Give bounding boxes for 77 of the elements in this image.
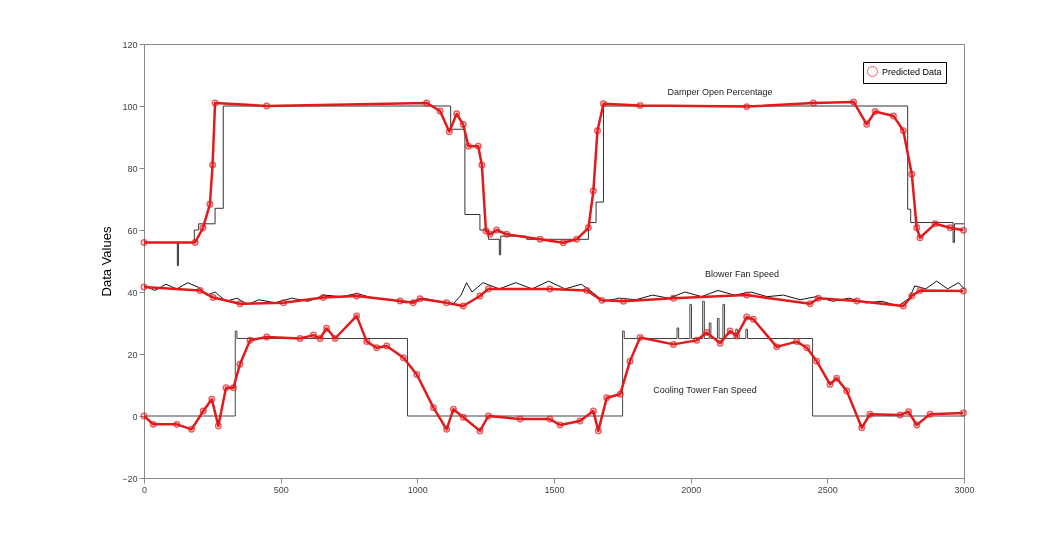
- point: [806, 300, 814, 308]
- point: [853, 297, 861, 305]
- point: [236, 300, 244, 308]
- x-tick-label: 0: [141, 484, 148, 495]
- point: [619, 297, 627, 305]
- point: [409, 299, 417, 307]
- point: [899, 127, 907, 135]
- point: [464, 142, 472, 150]
- point: [913, 224, 921, 232]
- point: [209, 161, 217, 169]
- x-tick-label: 1000: [407, 484, 428, 495]
- x-tick-label: 2500: [817, 484, 838, 495]
- y-tick-label: −20: [122, 473, 138, 484]
- y-tick-label: 80: [127, 163, 138, 174]
- point: [206, 200, 214, 208]
- point: [279, 299, 287, 307]
- point: [486, 230, 494, 238]
- point: [319, 294, 327, 302]
- point: [871, 108, 879, 116]
- point: [484, 285, 492, 293]
- point: [916, 286, 924, 294]
- point: [443, 299, 451, 307]
- point: [809, 99, 817, 107]
- annotation: Damper Open Percentage: [667, 87, 773, 97]
- point: [211, 99, 219, 107]
- point: [889, 112, 897, 120]
- point: [593, 127, 601, 135]
- x-tick-label: 2000: [681, 484, 702, 495]
- point: [459, 302, 467, 310]
- point: [353, 292, 361, 300]
- point: [584, 224, 592, 232]
- point: [850, 98, 858, 106]
- y-tick-label: 60: [127, 225, 138, 236]
- point: [743, 103, 751, 111]
- y-tick-label: 120: [122, 39, 138, 50]
- point: [459, 121, 467, 129]
- point: [908, 292, 916, 300]
- point: [503, 230, 511, 238]
- point: [814, 294, 822, 302]
- x-tick-label: 3000: [954, 484, 975, 495]
- point: [546, 285, 554, 293]
- point: [396, 297, 404, 305]
- x-tick-label: 500: [273, 484, 289, 495]
- point: [196, 286, 204, 294]
- y-axis-title: Data Values: [99, 226, 115, 297]
- point: [636, 101, 644, 109]
- annotation: Cooling Tower Fan Speed: [653, 385, 757, 395]
- point: [263, 102, 271, 110]
- point: [416, 295, 424, 303]
- point: [191, 238, 199, 246]
- point: [474, 142, 482, 150]
- y-tick-label: 0: [132, 411, 138, 422]
- point: [916, 234, 924, 242]
- point: [453, 110, 461, 118]
- point: [209, 294, 217, 302]
- legend-label: Predicted Data: [882, 66, 942, 77]
- point: [423, 99, 431, 107]
- point: [589, 187, 597, 195]
- point: [559, 239, 567, 247]
- point: [908, 170, 916, 178]
- point: [598, 296, 606, 304]
- point: [743, 291, 751, 299]
- point: [899, 302, 907, 310]
- point: [536, 235, 544, 243]
- point: [669, 294, 677, 302]
- point: [583, 286, 591, 294]
- y-tick-label: 20: [127, 349, 138, 360]
- point: [493, 226, 501, 234]
- annotation: Blower Fan Speed: [704, 269, 780, 279]
- point: [599, 100, 607, 108]
- point: [478, 161, 486, 169]
- point: [863, 120, 871, 128]
- y-tick-label: 100: [122, 101, 138, 112]
- point: [573, 235, 581, 243]
- point: [445, 128, 453, 136]
- y-tick-label: 40: [127, 287, 138, 298]
- x-tick-label: 1500: [544, 484, 565, 495]
